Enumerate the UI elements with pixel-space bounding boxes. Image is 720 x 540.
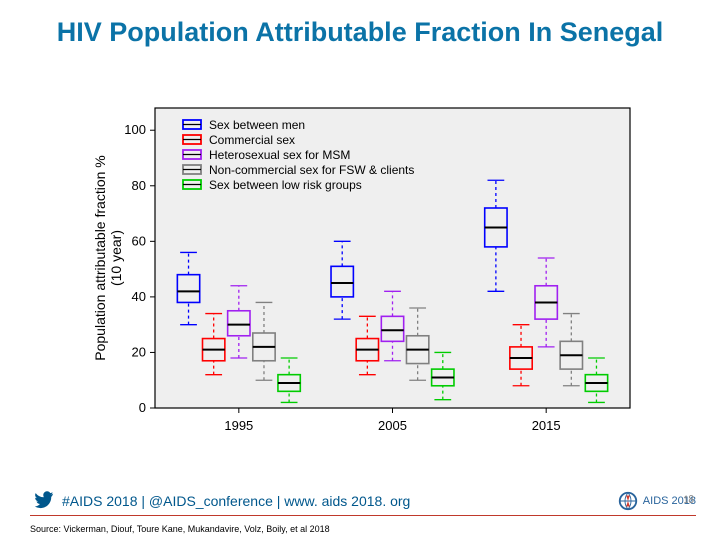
- source-citation: Source: Vickerman, Diouf, Toure Kane, Mu…: [30, 524, 330, 534]
- svg-text:0: 0: [139, 400, 146, 415]
- slide: HIV Population Attributable Fraction In …: [0, 0, 720, 540]
- svg-text:100: 100: [124, 122, 146, 137]
- svg-text:Commercial sex: Commercial sex: [209, 133, 295, 147]
- divider: [30, 515, 696, 516]
- svg-text:Sex between men: Sex between men: [209, 118, 305, 132]
- page-title: HIV Population Attributable Fraction In …: [0, 18, 720, 48]
- boxplot-chart: 0 20 40 60 80 100 1995 2005 2015 Population attri…: [85, 98, 640, 443]
- globe-ribbon-icon: [617, 490, 639, 512]
- hashtag-text: #AIDS 2018 | @AIDS_conference | www. aid…: [62, 493, 410, 509]
- svg-text:Population attributable fracti: Population attributable fraction %(10 ye…: [92, 155, 124, 360]
- svg-text:Heterosexual sex for MSM: Heterosexual sex for MSM: [209, 148, 350, 162]
- svg-text:40: 40: [132, 289, 146, 304]
- svg-text:Sex between low risk groups: Sex between low risk groups: [209, 178, 362, 192]
- svg-text:2015: 2015: [532, 418, 561, 433]
- twitter-icon: [34, 491, 54, 511]
- footer: #AIDS 2018 | @AIDS_conference | www. aid…: [0, 490, 720, 512]
- page-number: 18: [683, 493, 694, 506]
- svg-text:60: 60: [132, 233, 146, 248]
- svg-text:2005: 2005: [378, 418, 407, 433]
- svg-text:80: 80: [132, 178, 146, 193]
- svg-text:1995: 1995: [224, 418, 253, 433]
- svg-text:Non-commercial sex for FSW & c: Non-commercial sex for FSW & clients: [209, 163, 414, 177]
- svg-text:20: 20: [132, 344, 146, 359]
